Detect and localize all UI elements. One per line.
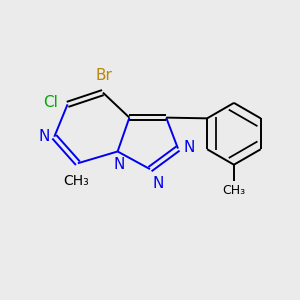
Text: N: N [153, 176, 164, 190]
Text: CH₃: CH₃ [222, 184, 245, 197]
Text: Cl: Cl [43, 95, 58, 110]
Text: N: N [184, 140, 195, 154]
Text: CH₃: CH₃ [64, 174, 89, 188]
Text: N: N [113, 158, 125, 172]
Text: Br: Br [96, 68, 113, 83]
Text: N: N [38, 129, 50, 144]
